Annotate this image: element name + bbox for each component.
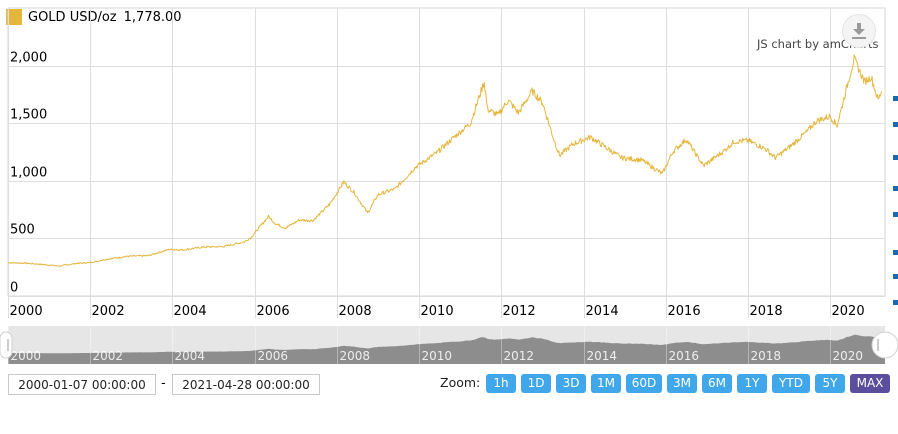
zoom-button-max[interactable]: MAX — [850, 374, 890, 393]
zoom-button-3m[interactable]: 3M — [667, 374, 697, 393]
y-tick-label: 0 — [10, 281, 18, 296]
x-tick-label: 2000 — [10, 304, 43, 319]
side-marker — [893, 122, 898, 127]
legend[interactable]: GOLD USD/oz 1,778.00 — [6, 8, 182, 26]
legend-label: GOLD USD/oz — [28, 9, 117, 25]
price-line — [8, 54, 883, 267]
x-tick-label: 2016 — [668, 304, 701, 319]
y-tick-label: 1,000 — [10, 166, 47, 181]
legend-swatch — [6, 9, 22, 25]
side-marker — [893, 186, 898, 191]
zoom-button-1h[interactable]: 1h — [486, 374, 516, 393]
zoom-button-5y[interactable]: 5Y — [815, 374, 845, 393]
x-tick-label: 2018 — [750, 304, 783, 319]
x-tick-label: 2010 — [421, 304, 454, 319]
x-tick-label: 2012 — [503, 304, 536, 319]
x-tick-label: 2014 — [586, 304, 619, 319]
x-tick-label: 2006 — [257, 304, 290, 319]
date-to-input[interactable] — [172, 374, 320, 395]
side-marker — [893, 212, 898, 217]
side-marker — [893, 300, 898, 305]
zoom-button-60d[interactable]: 60D — [626, 374, 662, 393]
date-from-input[interactable] — [8, 374, 156, 395]
side-marker — [893, 274, 898, 279]
y-tick-label: 1,500 — [10, 108, 47, 123]
zoom-button-3d[interactable]: 3D — [556, 374, 586, 393]
zoom-button-1y[interactable]: 1Y — [737, 374, 767, 393]
x-tick-label: 2002 — [92, 304, 125, 319]
zoom-label: Zoom: — [440, 375, 481, 390]
side-marker — [893, 155, 898, 160]
legend-value: 1,778.00 — [123, 9, 182, 25]
side-marker — [893, 250, 898, 255]
x-tick-label: 2004 — [174, 304, 207, 319]
zoom-button-6m[interactable]: 6M — [702, 374, 732, 393]
date-separator: - — [161, 376, 166, 391]
x-tick-label: 2020 — [832, 304, 865, 319]
side-marker — [893, 96, 898, 101]
y-tick-label: 2,000 — [10, 51, 47, 66]
y-tick-label: 500 — [10, 223, 35, 238]
zoom-button-1d[interactable]: 1D — [521, 374, 551, 393]
zoom-button-ytd[interactable]: YTD — [772, 374, 810, 393]
x-tick-label: 2008 — [339, 304, 372, 319]
export-button[interactable] — [842, 14, 876, 48]
plot-frame — [7, 7, 886, 297]
zoom-button-1m[interactable]: 1M — [591, 374, 621, 393]
